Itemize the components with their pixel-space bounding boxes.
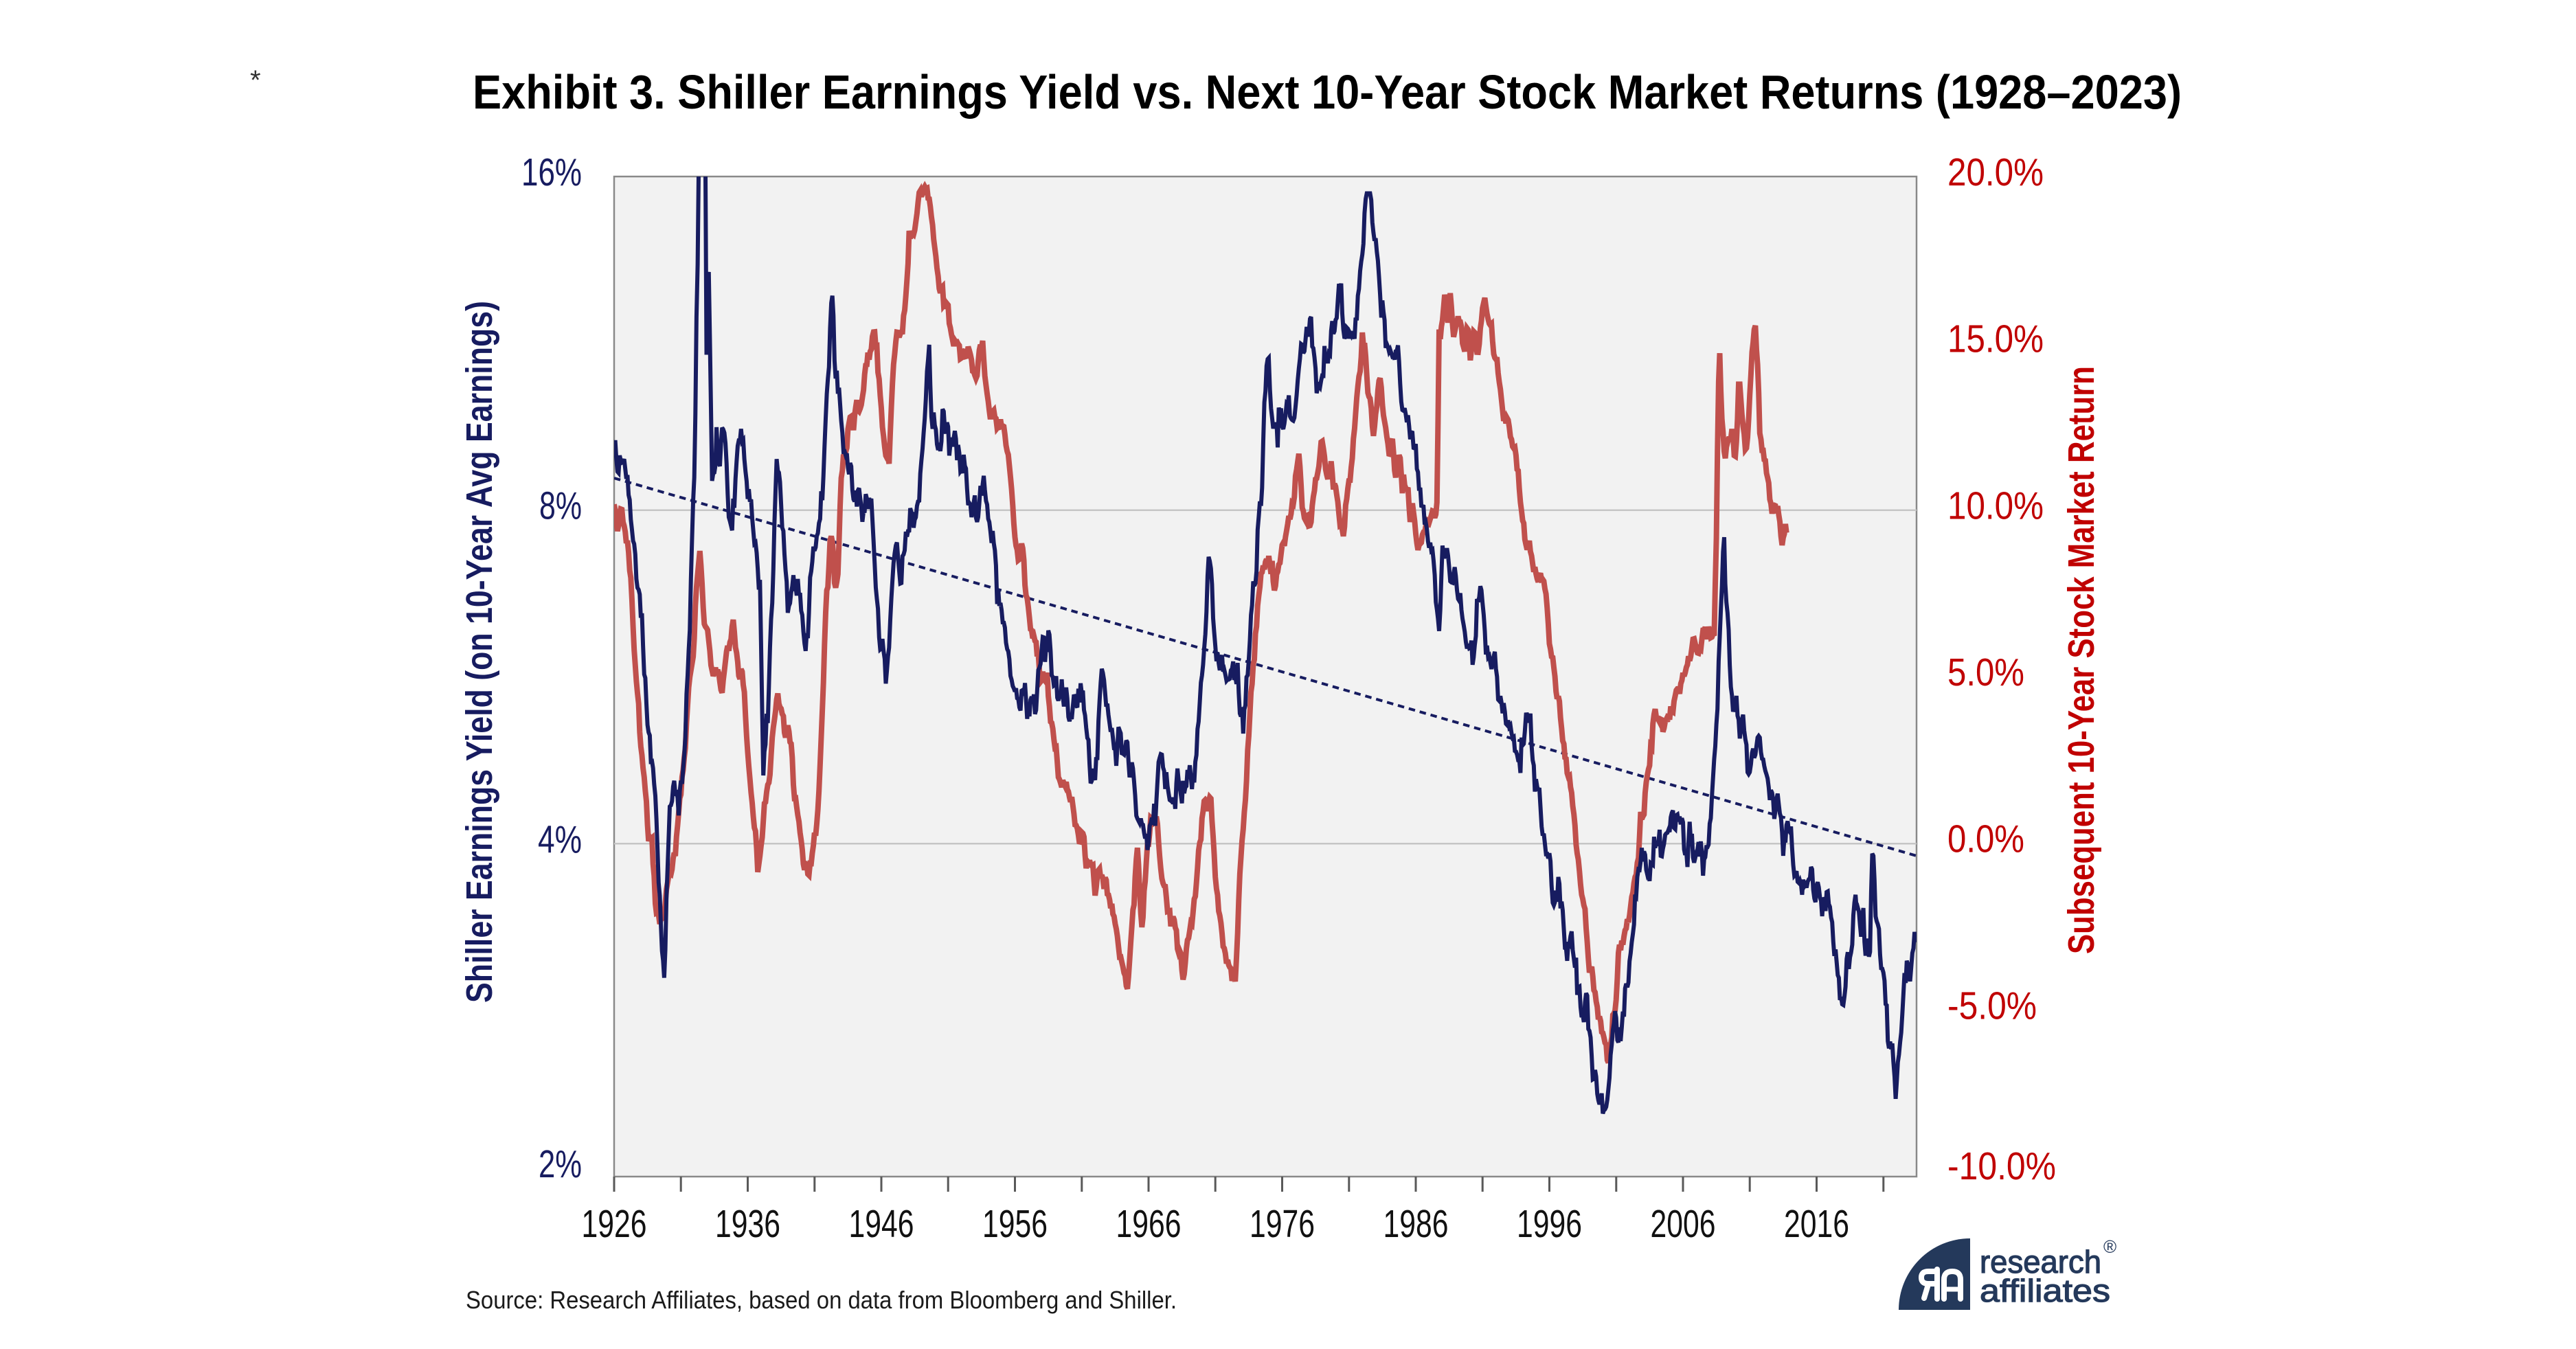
- svg-text:research: research: [1980, 1244, 2101, 1280]
- svg-text:®: ®: [2103, 1236, 2116, 1257]
- svg-text:*: *: [250, 65, 261, 95]
- svg-text:1956: 1956: [982, 1202, 1048, 1246]
- svg-text:Exhibit 3. Shiller Earnings Yi: Exhibit 3. Shiller Earnings Yield vs. Ne…: [473, 65, 2182, 119]
- svg-text:1986: 1986: [1383, 1202, 1449, 1246]
- svg-text:4%: 4%: [538, 817, 582, 861]
- svg-text:15.0%: 15.0%: [1947, 317, 2044, 361]
- svg-text:Shiller Earnings Yield (on 10-: Shiller Earnings Yield (on 10-Year Avg E…: [459, 301, 500, 1003]
- svg-text:Source: Research Affiliates, b: Source: Research Affiliates, based on da…: [466, 1286, 1177, 1314]
- svg-text:1926: 1926: [582, 1202, 647, 1246]
- svg-text:-10.0%: -10.0%: [1947, 1144, 2056, 1188]
- svg-text:affiliates: affiliates: [1980, 1273, 2110, 1308]
- svg-text:2%: 2%: [539, 1142, 582, 1186]
- svg-text:2006: 2006: [1651, 1202, 1716, 1246]
- svg-text:1946: 1946: [849, 1202, 914, 1246]
- svg-text:-5.0%: -5.0%: [1947, 984, 2037, 1028]
- svg-text:2016: 2016: [1784, 1202, 1849, 1246]
- svg-text:1966: 1966: [1116, 1202, 1182, 1246]
- svg-text:0.0%: 0.0%: [1947, 817, 2024, 861]
- svg-text:Subsequent 10-Year Stock Marke: Subsequent 10-Year Stock Market Return: [2061, 366, 2102, 954]
- svg-text:8%: 8%: [539, 484, 582, 528]
- svg-text:20.0%: 20.0%: [1947, 150, 2044, 194]
- svg-text:5.0%: 5.0%: [1947, 650, 2024, 694]
- svg-text:10.0%: 10.0%: [1947, 484, 2044, 528]
- svg-text:1976: 1976: [1250, 1202, 1315, 1246]
- svg-text:1996: 1996: [1517, 1202, 1582, 1246]
- svg-text:1936: 1936: [715, 1202, 780, 1246]
- svg-text:16%: 16%: [521, 150, 582, 194]
